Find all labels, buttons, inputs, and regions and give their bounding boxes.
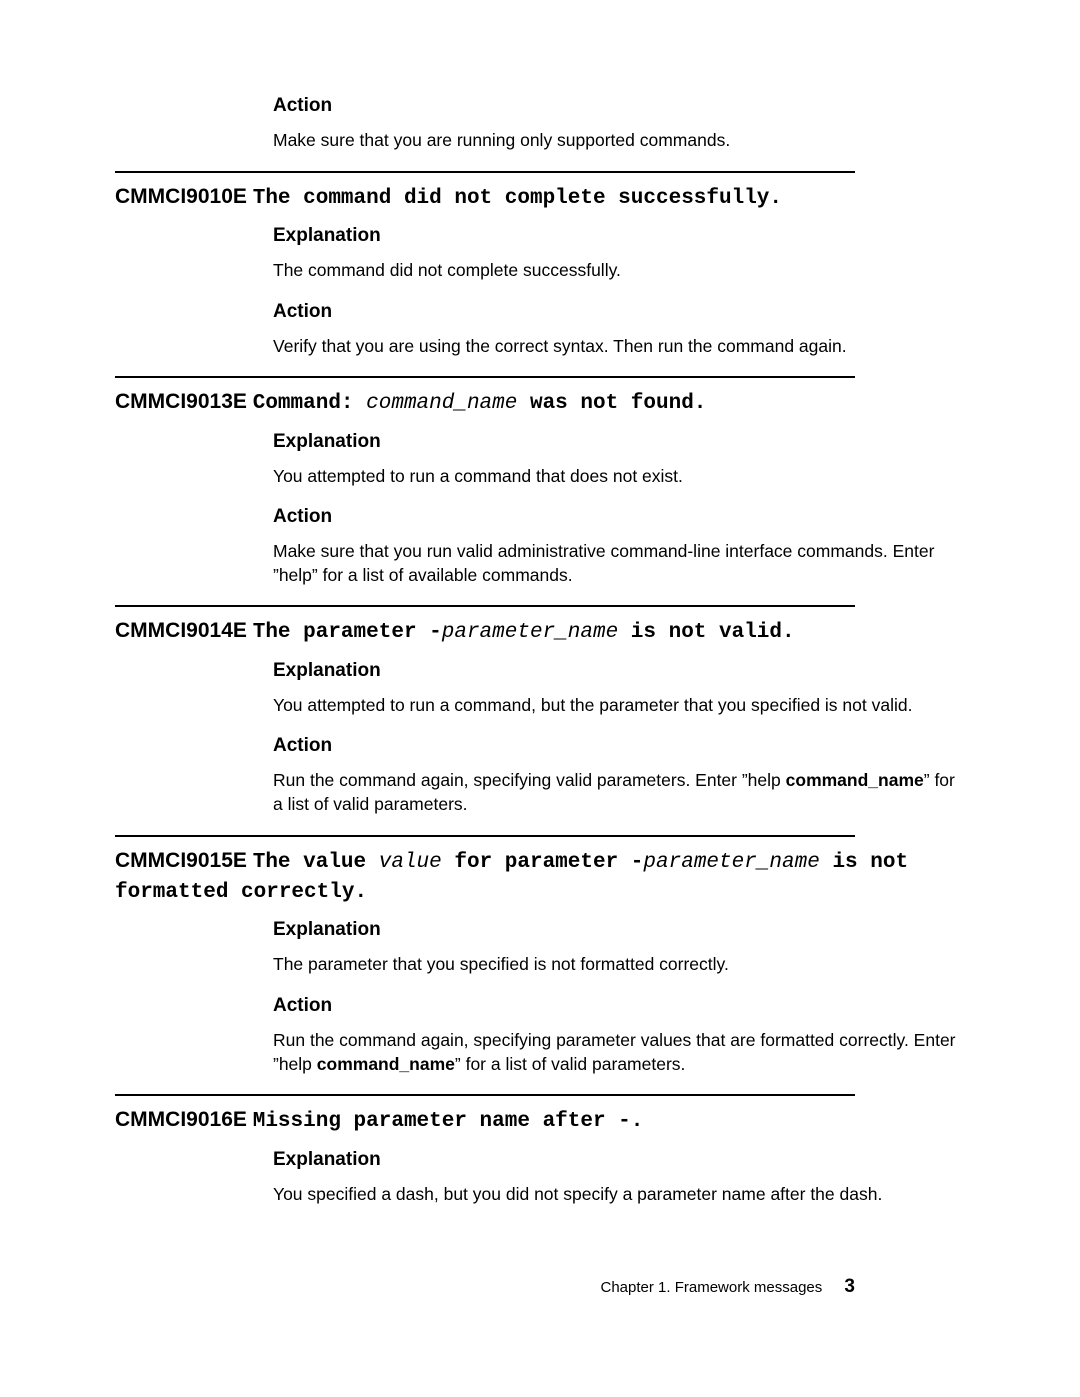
body-text-span: Verify that you are using the correct sy…: [273, 336, 847, 356]
section-rule: [115, 1094, 855, 1096]
title-text: for parameter -: [442, 851, 644, 874]
action-text: Run the command again, specifying parame…: [273, 1029, 965, 1076]
title-text: Command:: [253, 392, 366, 415]
page-footer: Chapter 1. Framework messages 3: [115, 1276, 855, 1298]
message-code: CMMCI9013E: [115, 390, 253, 413]
section-rule: [115, 835, 855, 837]
title-variable: parameter_name: [643, 851, 819, 874]
message-title: CMMCI9013E Command: command_name was not…: [115, 388, 965, 418]
messages-container: CMMCI9010E The command did not complete …: [115, 171, 965, 1207]
explanation-heading: Explanation: [273, 225, 965, 247]
intro-action-heading: Action: [273, 95, 965, 117]
message-body: Explanation The parameter that you specif…: [273, 919, 965, 1076]
message-body: Explanation You attempted to run a comman…: [273, 660, 965, 817]
action-text: Verify that you are using the correct sy…: [273, 335, 965, 359]
message-title: CMMCI9015E The value value for parameter…: [115, 847, 965, 908]
message-code: CMMCI9015E: [115, 849, 253, 872]
section-rule: [115, 605, 855, 607]
title-text: is not valid.: [618, 621, 794, 644]
title-text: The value: [253, 851, 379, 874]
page: Action Make sure that you are running on…: [0, 0, 1080, 1348]
explanation-heading: Explanation: [273, 1149, 965, 1171]
inline-command: command_name: [317, 1054, 455, 1074]
intro-block: Action Make sure that you are running on…: [273, 95, 965, 153]
explanation-text: The parameter that you specified is not …: [273, 953, 965, 977]
explanation-text: You attempted to run a command, but the …: [273, 694, 965, 718]
message-body: Explanation You specified a dash, but you…: [273, 1149, 965, 1207]
action-heading: Action: [273, 301, 965, 323]
footer-page-number: 3: [844, 1276, 855, 1297]
action-text: Make sure that you run valid administrat…: [273, 540, 965, 587]
action-heading: Action: [273, 735, 965, 757]
action-text: Run the command again, specifying valid …: [273, 769, 965, 816]
message-code: CMMCI9016E: [115, 1108, 253, 1131]
message-title: CMMCI9014E The parameter -parameter_name…: [115, 617, 965, 647]
section-rule: [115, 376, 855, 378]
section-rule: [115, 171, 855, 173]
title-text: The parameter -: [253, 621, 442, 644]
title-text: was not found.: [517, 392, 706, 415]
message-body: Explanation The command did not complete …: [273, 225, 965, 358]
explanation-heading: Explanation: [273, 660, 965, 682]
title-variable: parameter_name: [442, 621, 618, 644]
message-title: CMMCI9016E Missing parameter name after …: [115, 1106, 965, 1136]
title-text: The command did not complete successfull…: [253, 187, 782, 210]
action-heading: Action: [273, 995, 965, 1017]
message-body: Explanation You attempted to run a comman…: [273, 431, 965, 588]
explanation-text: The command did not complete successfull…: [273, 259, 965, 283]
footer-chapter: Chapter 1. Framework messages: [601, 1279, 823, 1296]
explanation-heading: Explanation: [273, 431, 965, 453]
message-code: CMMCI9010E: [115, 185, 253, 208]
body-text-span: Make sure that you run valid administrat…: [273, 541, 934, 585]
intro-action-text: Make sure that you are running only supp…: [273, 129, 965, 153]
title-variable: command_name: [366, 392, 517, 415]
message-title: CMMCI9010E The command did not complete …: [115, 183, 965, 213]
explanation-text: You specified a dash, but you did not sp…: [273, 1183, 965, 1207]
body-text-span: Run the command again, specifying valid …: [273, 770, 786, 790]
inline-command: command_name: [786, 770, 924, 790]
title-text: Missing parameter name after -.: [253, 1110, 644, 1133]
title-variable: value: [379, 851, 442, 874]
body-text-span: ” for a list of valid parameters.: [455, 1054, 686, 1074]
explanation-text: You attempted to run a command that does…: [273, 465, 965, 489]
explanation-heading: Explanation: [273, 919, 965, 941]
message-code: CMMCI9014E: [115, 619, 253, 642]
action-heading: Action: [273, 506, 965, 528]
